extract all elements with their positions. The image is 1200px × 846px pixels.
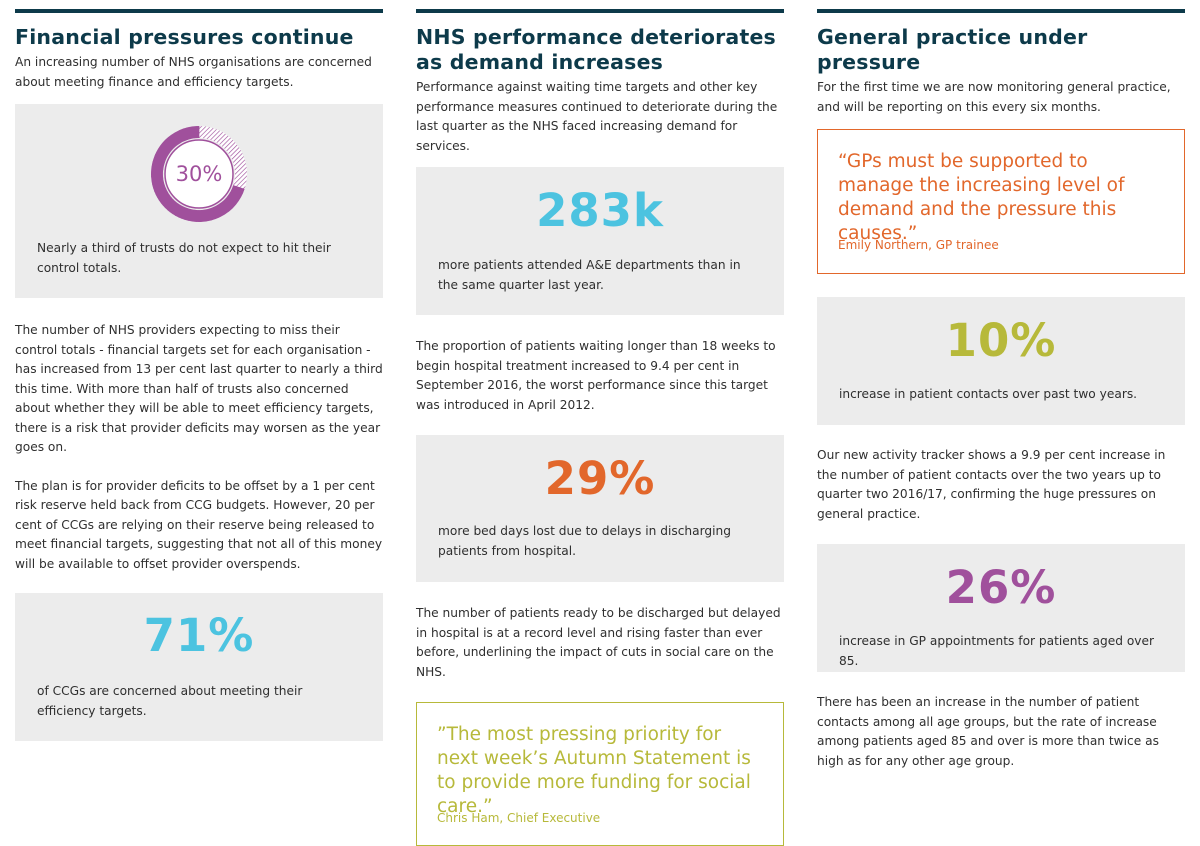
general-practice-column: General practice under pressure For the … (817, 9, 1185, 771)
contacts-stat-number: 10% (945, 314, 1057, 367)
financial-heading: Financial pressures continue (15, 25, 354, 49)
contacts-stat-text: increase in patient contacts over past t… (839, 387, 1138, 401)
ccgs-stat-text: of CCGs are concerned about meeting thei… (37, 684, 303, 718)
financial-intro: An increasing number of NHS organisation… (15, 55, 372, 89)
general-paragraph-1: Our new activity tracker shows a 9.9 per… (817, 448, 1166, 521)
northern-quote-text: “GPs must be supported to manage the inc… (838, 151, 1125, 244)
trusts-stat-box: 30% Nearly a third of trusts do not expe… (15, 104, 383, 298)
northern-quote-box: “GPs must be supported to manage the inc… (817, 129, 1185, 274)
column-top-rule (817, 9, 1185, 13)
performance-paragraph-1: The proportion of patients waiting longe… (416, 339, 776, 412)
financial-paragraph-2: The plan is for provider deficits to be … (15, 478, 383, 571)
appointments-stat-text: increase in GP appointments for patients… (839, 634, 1154, 668)
performance-heading: NHS performance deteriorates as demand i… (416, 25, 776, 74)
ham-quote-box: ”The most pressing priority for next wee… (416, 702, 784, 846)
financial-column: Financial pressures continue An increasi… (15, 9, 383, 741)
ham-quote-text: ”The most pressing priority for next wee… (437, 724, 751, 817)
performance-column: NHS performance deteriorates as demand i… (416, 9, 784, 846)
donut-label: 30% (175, 162, 223, 186)
donut-chart-icon: 30% (149, 124, 249, 224)
northern-quote-attribution: Emily Northern, GP trainee (838, 238, 999, 252)
ae-stat-box: 283k more patients attended A&E departme… (416, 167, 784, 315)
general-heading: General practice under pressure (817, 25, 1088, 74)
appointments-stat-box: 26% increase in GP appointments for pati… (817, 544, 1185, 672)
contacts-stat-box: 10% increase in patient contacts over pa… (817, 297, 1185, 425)
bed-days-stat-box: 29% more bed days lost due to delays in … (416, 435, 784, 582)
ccgs-stat-number: 71% (143, 609, 255, 662)
ham-quote-attribution: Chris Ham, Chief Executive (437, 811, 601, 825)
bed-days-stat-number: 29% (544, 452, 656, 505)
performance-paragraph-2: The number of patients ready to be disch… (416, 606, 781, 679)
general-paragraph-2: There has been an increase in the number… (817, 695, 1159, 768)
column-top-rule (416, 9, 784, 13)
bed-days-stat-text: more bed days lost due to delays in disc… (438, 524, 731, 558)
ae-stat-text: more patients attended A&E departments t… (438, 258, 741, 292)
general-intro: For the first time we are now monitoring… (817, 80, 1171, 114)
appointments-stat-number: 26% (945, 561, 1057, 614)
performance-intro: Performance against waiting time targets… (416, 80, 778, 153)
column-top-rule (15, 9, 383, 13)
financial-paragraph-1: The number of NHS providers expecting to… (15, 323, 383, 454)
ae-stat-number: 283k (536, 184, 664, 237)
trusts-stat-text: Nearly a third of trusts do not expect t… (37, 241, 331, 275)
ccgs-stat-box: 71% of CCGs are concerned about meeting … (15, 593, 383, 741)
